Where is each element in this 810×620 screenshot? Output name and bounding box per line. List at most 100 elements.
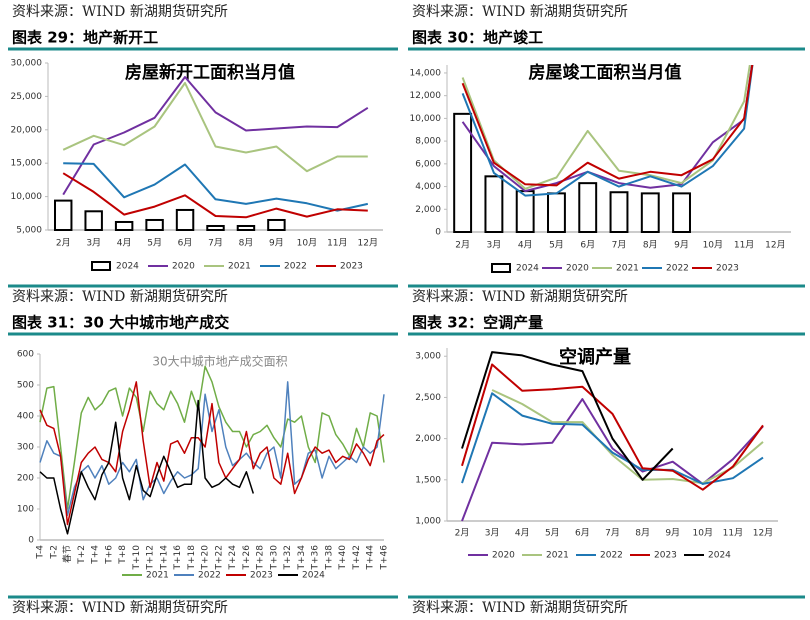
y-tick-label: 14,000 <box>410 68 442 78</box>
legend-label: 2020 <box>172 262 195 272</box>
line <box>62 82 368 173</box>
line <box>62 172 368 219</box>
x-tick-label: T+42 <box>352 545 362 571</box>
x-tick-label: T+22 <box>214 545 224 571</box>
figure-caption: 图表 30：地产竣工 <box>412 29 543 47</box>
plot <box>461 351 764 522</box>
y-tick-label: 1,000 <box>415 517 441 527</box>
plot <box>54 76 369 232</box>
line <box>39 399 255 535</box>
x-tick-label: 6月 <box>580 240 595 251</box>
x-tick-label: T+20 <box>201 545 211 571</box>
bar <box>236 224 256 232</box>
source: 资料来源：WIND 新湖期货研究所 <box>412 3 628 20</box>
legend-label: 2023 <box>716 264 739 274</box>
figure-caption: 图表 32：空调产量 <box>412 314 543 332</box>
legend-swatch <box>91 261 111 271</box>
x-tick-label: 12月 <box>753 528 773 539</box>
x-tick-label: 9月 <box>269 238 284 249</box>
x-tick-label: 2月 <box>455 240 470 251</box>
x-tick-label: 春节 <box>61 545 73 563</box>
x-tick-label: 10月 <box>297 238 317 249</box>
x-tick-label: T+28 <box>256 545 266 571</box>
bar <box>114 220 134 231</box>
x-tick-label: 5月 <box>549 240 564 251</box>
plot <box>39 365 385 535</box>
bar <box>267 218 286 231</box>
line <box>491 389 764 485</box>
plot <box>453 65 754 234</box>
y-tick-label: 20,000 <box>11 125 43 135</box>
y-tick-label: 12,000 <box>410 91 442 101</box>
source: 资料来源：WIND 新湖期货研究所 <box>12 3 228 20</box>
legend-label: 2023 <box>654 551 677 561</box>
y-tick-label: 0 <box>435 228 441 238</box>
x-tick-label: 6月 <box>575 528 590 539</box>
legend-label: 2024 <box>708 551 731 561</box>
source: 资料来源：WIND 新湖期货研究所 <box>412 599 628 616</box>
chart-title: 30大中城市地产成交面积 <box>152 354 287 369</box>
y-tick-label: 2,000 <box>415 205 441 215</box>
bar <box>640 192 660 233</box>
x-tick-label: 5月 <box>147 238 162 249</box>
x-tick-label: T+8 <box>118 545 128 565</box>
y-tick-label: 30,000 <box>11 59 43 69</box>
figure-caption: 图表 31：30 大中城市地产成交 <box>12 314 229 332</box>
y-tick-label: 400 <box>17 412 34 422</box>
y-tick-label: 10,000 <box>11 192 43 202</box>
bar <box>547 192 566 233</box>
x-tick-label: 2月 <box>455 528 470 539</box>
y-tick-label: 4,000 <box>415 182 441 192</box>
line <box>461 351 674 481</box>
y-tick-label: 500 <box>17 381 34 391</box>
legend-label: 2020 <box>566 264 589 274</box>
bar <box>145 218 164 231</box>
legend-swatch <box>491 263 511 273</box>
x-tick-label: T+44 <box>366 545 376 571</box>
x-tick-label: T+18 <box>187 545 197 571</box>
x-tick-label: 4月 <box>518 240 533 251</box>
bar <box>609 191 629 234</box>
x-tick-label: T+10 <box>132 545 142 571</box>
chart-title: 房屋竣工面积当月值 <box>529 62 682 83</box>
x-tick-label: T+12 <box>146 545 156 571</box>
x-tick-label: T+14 <box>159 545 169 571</box>
x-tick-label: 2月 <box>56 238 71 249</box>
y-tick-label: 0 <box>28 536 34 546</box>
legend-label: 2022 <box>666 264 689 274</box>
x-tick-label: 8月 <box>239 238 254 249</box>
legend-label: 2021 <box>616 264 639 274</box>
chart-title: 房屋新开工面积当月值 <box>125 62 295 83</box>
x-tick-label: T+2 <box>77 545 87 565</box>
legend-label: 2024 <box>302 571 325 581</box>
chart-title: 空调产量 <box>559 346 631 368</box>
x-tick-label: 4月 <box>515 528 530 539</box>
bar <box>484 175 504 233</box>
bar <box>578 182 598 233</box>
x-tick-label: 4月 <box>117 238 132 249</box>
y-tick-label: 100 <box>17 505 34 515</box>
x-tick-label: T+26 <box>242 545 252 571</box>
x-tick-label: 3月 <box>487 240 502 251</box>
x-tick-label: 8月 <box>643 240 658 251</box>
y-tick-label: 2,500 <box>415 393 441 403</box>
x-tick-label: T+6 <box>104 545 114 565</box>
x-tick-label: 6月 <box>178 238 193 249</box>
bar <box>206 224 225 232</box>
x-tick-label: 10月 <box>693 528 713 539</box>
bar <box>672 192 691 233</box>
line <box>62 76 369 196</box>
x-tick-label: 11月 <box>734 240 754 251</box>
y-tick-label: 5,000 <box>16 226 42 236</box>
x-tick-label: 5月 <box>545 528 560 539</box>
legend-label: 2023 <box>250 571 273 581</box>
bar <box>175 208 195 232</box>
y-tick-label: 10,000 <box>410 114 442 124</box>
line <box>461 65 753 193</box>
x-tick-label: 7月 <box>605 528 620 539</box>
legend-label: 2022 <box>198 571 221 581</box>
source: 资料来源：WIND 新湖期货研究所 <box>12 288 228 305</box>
x-tick-label: T-2 <box>49 545 59 560</box>
legend-label: 2024 <box>516 264 539 274</box>
